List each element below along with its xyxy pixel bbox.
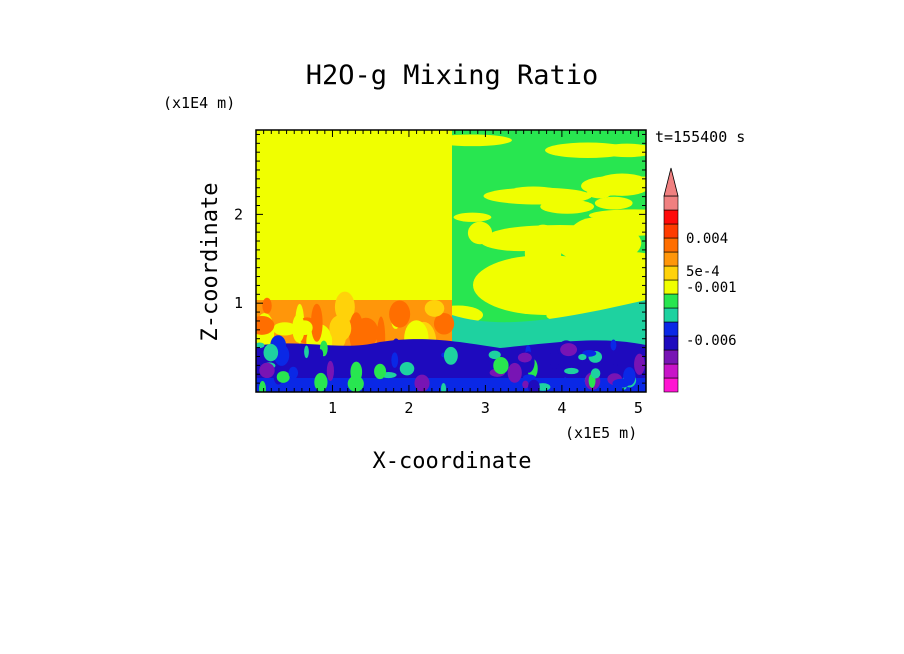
colorbar-label: -0.006 — [686, 333, 737, 349]
colorbar-segment — [663, 279, 679, 295]
turbulent-cell — [304, 345, 309, 359]
x-tick-label: 2 — [404, 399, 413, 417]
turbulent-cell — [562, 377, 568, 386]
colorbar: 0.004 5e-4-0.001 -0.006 — [663, 167, 737, 393]
colorbar-segment — [663, 307, 679, 323]
colorbar-segment — [663, 251, 679, 267]
colorbar-segment — [663, 321, 679, 337]
field-area — [256, 130, 646, 392]
turbulent-cell — [399, 362, 415, 376]
boundary-plume — [262, 297, 272, 314]
y-tick-label: 1 — [234, 294, 243, 312]
colorbar-segment — [663, 293, 679, 309]
colorbar-segment — [663, 195, 679, 211]
moisture-blob — [593, 173, 646, 196]
turbulent-cell — [317, 349, 324, 360]
colorbar-segment — [663, 335, 679, 351]
turbulent-cell — [326, 360, 335, 382]
colorbar-segment — [663, 265, 679, 281]
field-layers — [256, 130, 646, 392]
boundary-plume — [256, 315, 275, 335]
x-tick-label: 1 — [328, 399, 337, 417]
turbulent-cell — [276, 371, 290, 383]
boundary-plume — [349, 312, 364, 352]
colorbar-label: 5e-4 — [686, 264, 720, 280]
moisture-blob — [598, 143, 646, 158]
turbulent-cell — [440, 383, 447, 392]
x-tick-label: 5 — [634, 399, 643, 417]
turbulent-cell — [374, 363, 387, 380]
turbulent-cell — [259, 362, 275, 379]
turbulent-cell — [288, 366, 299, 380]
moisture-blob — [505, 186, 562, 202]
turbulent-cell — [350, 361, 363, 383]
turbulent-cell — [517, 352, 532, 363]
turbulent-cell — [610, 339, 617, 351]
turbulent-cell — [612, 363, 619, 372]
turbulent-cell — [590, 368, 601, 379]
axes-group: 1 2 3 4 5 1 2 — [234, 129, 647, 417]
turbulent-cell — [391, 352, 399, 368]
y-unit-label: (x1E4 m) — [163, 94, 235, 112]
boundary-plume — [272, 322, 297, 336]
colorbar-label: -0.001 — [686, 280, 737, 296]
boundary-plume — [334, 291, 355, 323]
plot-frame — [255, 129, 647, 393]
turbulent-cell — [493, 357, 509, 375]
boundary-plume — [329, 315, 352, 342]
turbulent-cell — [507, 362, 522, 383]
chart-title: H2O-g Mixing Ratio — [306, 60, 599, 91]
boundary-plume — [389, 300, 411, 328]
colorbar-segment — [663, 209, 679, 225]
turbulent-cell — [560, 343, 578, 357]
boundary-plume — [424, 299, 445, 317]
turbulent-cell — [263, 343, 279, 362]
y-axis-label: Z-coordinate — [198, 183, 223, 342]
moisture-blob — [432, 134, 512, 147]
boundary-plume — [310, 303, 323, 342]
x-axis-label: X-coordinate — [373, 449, 532, 474]
colorbar-segment — [663, 377, 679, 393]
turbulent-cell — [623, 367, 636, 386]
turbulent-cell — [414, 374, 430, 392]
turbulent-cell — [634, 353, 645, 375]
colorbar-label: 0.004 — [686, 231, 728, 247]
turbulent-cell — [488, 350, 501, 360]
turbulent-cell — [582, 349, 597, 357]
boundary-plume — [433, 312, 455, 335]
turbulent-cell — [578, 353, 587, 361]
x-tick-label: 4 — [557, 399, 566, 417]
colorbar-segment — [663, 223, 679, 239]
colorbar-segment — [663, 349, 679, 365]
colorbar-segment — [663, 237, 679, 253]
turbulent-cell — [522, 380, 529, 389]
turbulent-cell — [443, 346, 458, 365]
moisture-blob — [490, 225, 630, 245]
moisture-blob — [594, 196, 633, 210]
colorbar-segment — [663, 363, 679, 379]
moisture-blob — [540, 199, 595, 214]
moisture-blob — [467, 221, 493, 245]
moisture-blob — [453, 212, 492, 222]
turbulent-cell — [522, 374, 536, 381]
turbulent-cell — [549, 348, 560, 370]
y-tick-label: 2 — [234, 205, 243, 223]
moisture-blob — [588, 209, 646, 222]
x-tick-label: 3 — [481, 399, 490, 417]
colorbar-extend-arrow — [663, 167, 679, 197]
turbulent-cell — [564, 367, 579, 375]
boundary-plume — [292, 314, 305, 343]
time-label: t=155400 s — [655, 128, 745, 146]
turbulent-cell — [314, 372, 328, 392]
x-unit-label: (x1E5 m) — [565, 424, 637, 442]
turbulent-cell — [259, 380, 266, 392]
turbulent-cell — [256, 342, 265, 349]
